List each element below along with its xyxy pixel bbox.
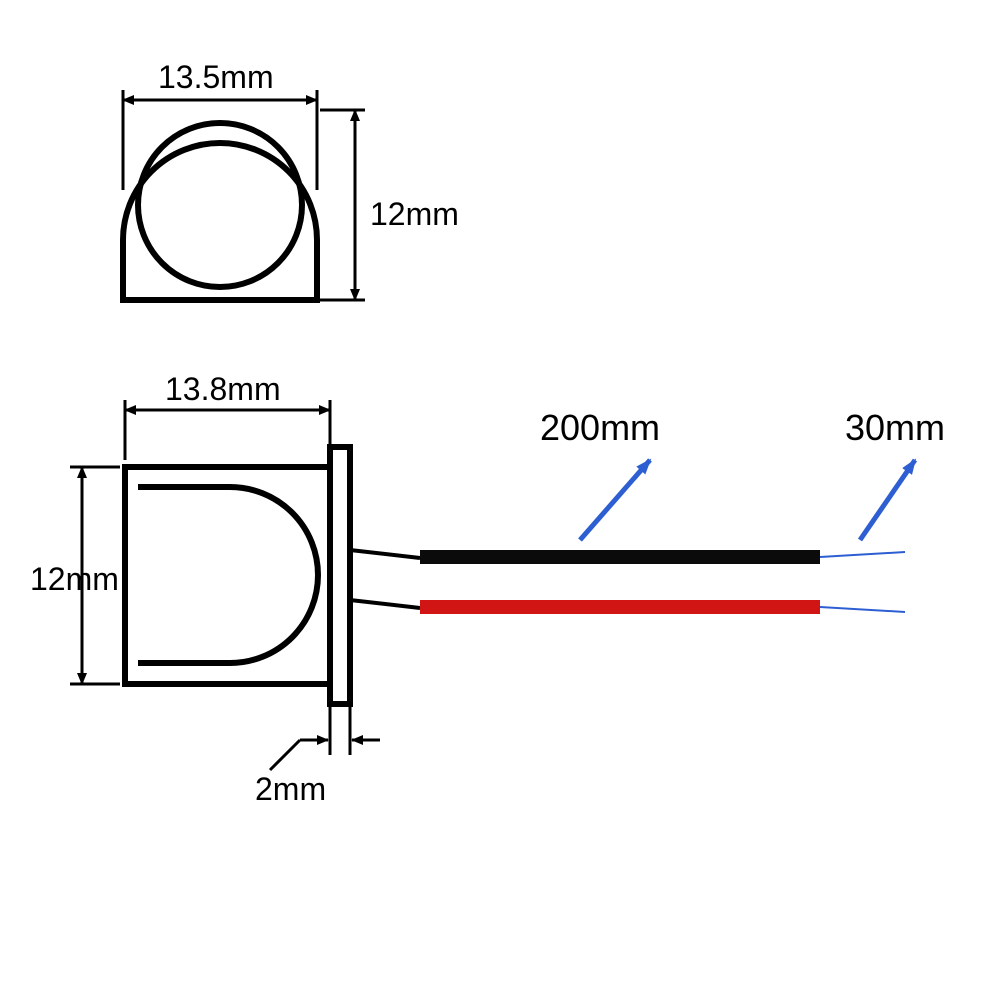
dim-side-width: 13.8mm bbox=[165, 371, 281, 407]
top-view: 13.5mm 12mm bbox=[123, 59, 459, 300]
label-bare-length: 30mm bbox=[845, 407, 945, 448]
dim-side-height: 12mm bbox=[30, 561, 119, 597]
wire-red bbox=[420, 600, 820, 614]
dim-top-width: 13.5mm bbox=[158, 59, 274, 95]
dim-top-height: 12mm bbox=[370, 196, 459, 232]
led-dimension-diagram: 13.5mm 12mm 13.8mm 12mm bbox=[0, 0, 1000, 1000]
arrow-bare-length bbox=[860, 460, 915, 540]
side-view: 13.8mm 12mm 2mm 200mm 30mm bbox=[30, 371, 945, 807]
wire-bare-bottom bbox=[820, 607, 905, 612]
arrow-wire-length bbox=[580, 460, 650, 540]
label-wire-length: 200mm bbox=[540, 407, 660, 448]
wire-bare-top bbox=[820, 552, 905, 557]
dim-flange: 2mm bbox=[255, 771, 326, 807]
wire-black bbox=[420, 550, 820, 564]
